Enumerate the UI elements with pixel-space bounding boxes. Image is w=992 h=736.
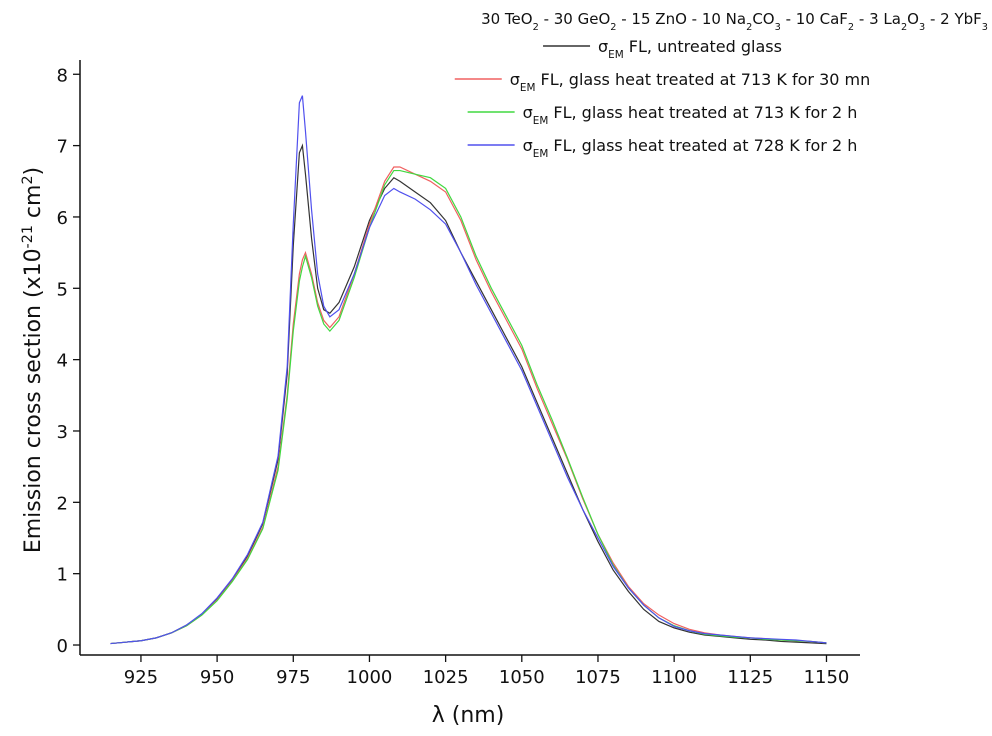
y-axis-label: Emission cross section (x10-21 cm2) <box>20 167 46 553</box>
data-line <box>110 166 827 645</box>
text-part: - 30 GeO <box>539 10 610 28</box>
text-part: - 3 La <box>854 10 901 28</box>
legend-entry: σEM FL, glass heat treated at 728 K for … <box>467 136 858 160</box>
text-part: cm <box>21 185 46 226</box>
text-part: CO <box>752 10 774 28</box>
legend-label: σEM FL, glass heat treated at 713 K for … <box>523 103 858 127</box>
x-tick-label: 1050 <box>499 667 545 688</box>
x-tick-label: 1100 <box>651 667 697 688</box>
text-part: σ <box>523 103 533 122</box>
text-part: - 15 ZnO - 10 Na <box>616 10 746 28</box>
x-tick-label: 1025 <box>423 667 469 688</box>
y-tick-label: 5 <box>57 279 68 300</box>
legend-label: σEM FL, glass heat treated at 728 K for … <box>523 136 858 160</box>
text-super: 2 <box>20 175 36 184</box>
x-tick-label: 925 <box>124 667 158 688</box>
y-tick-label: 3 <box>57 422 68 443</box>
x-axis-label: λ (nm) <box>432 703 505 728</box>
x-tick-label: 1000 <box>347 667 393 688</box>
text-part: σ <box>523 136 533 155</box>
x-tick-label: 1125 <box>727 667 773 688</box>
y-tick-label: 6 <box>57 208 68 229</box>
text-part: - 2 YbF <box>925 10 982 28</box>
y-tick-label: 1 <box>57 565 68 586</box>
text-sub: 2 <box>533 22 539 33</box>
text-sub: EM <box>608 49 624 61</box>
legend-label: σEM FL, glass heat treated at 713 K for … <box>510 70 871 94</box>
text-part: FL, untreated glass <box>624 37 782 56</box>
legend-entry: σEM FL, untreated glass <box>543 37 782 61</box>
text-sub: 2 <box>610 22 616 33</box>
text-part: FL, glass heat treated at 713 K for 30 m… <box>535 70 870 89</box>
text-part: σ <box>598 37 608 56</box>
text-part: σ <box>510 70 520 89</box>
text-sub: EM <box>533 148 549 160</box>
y-tick-label: 2 <box>57 493 68 514</box>
text-part: O <box>907 10 919 28</box>
text-part: FL, glass heat treated at 713 K for 2 h <box>548 103 857 122</box>
y-tick-label: 7 <box>57 137 68 158</box>
x-tick-label: 950 <box>200 667 234 688</box>
y-tick-label: 4 <box>57 351 68 372</box>
legend-entry: σEM FL, glass heat treated at 713 K for … <box>467 103 858 127</box>
data-line <box>110 143 827 645</box>
x-tick-label: 1150 <box>804 667 850 688</box>
text-part: - 10 CaF <box>781 10 848 28</box>
text-part: ) <box>21 167 46 176</box>
y-tick-label: 8 <box>57 65 68 86</box>
text-part: 30 TeO <box>481 10 533 28</box>
x-tick-label: 1075 <box>575 667 621 688</box>
legend-label: σEM FL, untreated glass <box>598 37 782 61</box>
y-tick-label: 0 <box>57 636 68 657</box>
text-part: Emission cross section (x10 <box>21 248 46 553</box>
text-sub: 3 <box>982 22 988 33</box>
text-sub: 3 <box>775 22 781 33</box>
text-sub: 2 <box>901 22 907 33</box>
text-sub: EM <box>520 82 536 94</box>
text-sub: 2 <box>746 22 752 33</box>
text-sub: EM <box>533 115 549 127</box>
text-sub: 2 <box>848 22 854 33</box>
text-super: -21 <box>20 225 36 248</box>
legend-entry: σEM FL, glass heat treated at 713 K for … <box>454 70 871 94</box>
text-sub: 3 <box>919 22 925 33</box>
data-line <box>110 95 827 645</box>
text-part: FL, glass heat treated at 728 K for 2 h <box>548 136 857 155</box>
chart-title: 30 TeO2 - 30 GeO2 - 15 ZnO - 10 Na2CO3 -… <box>481 10 988 33</box>
x-tick-label: 975 <box>276 667 310 688</box>
